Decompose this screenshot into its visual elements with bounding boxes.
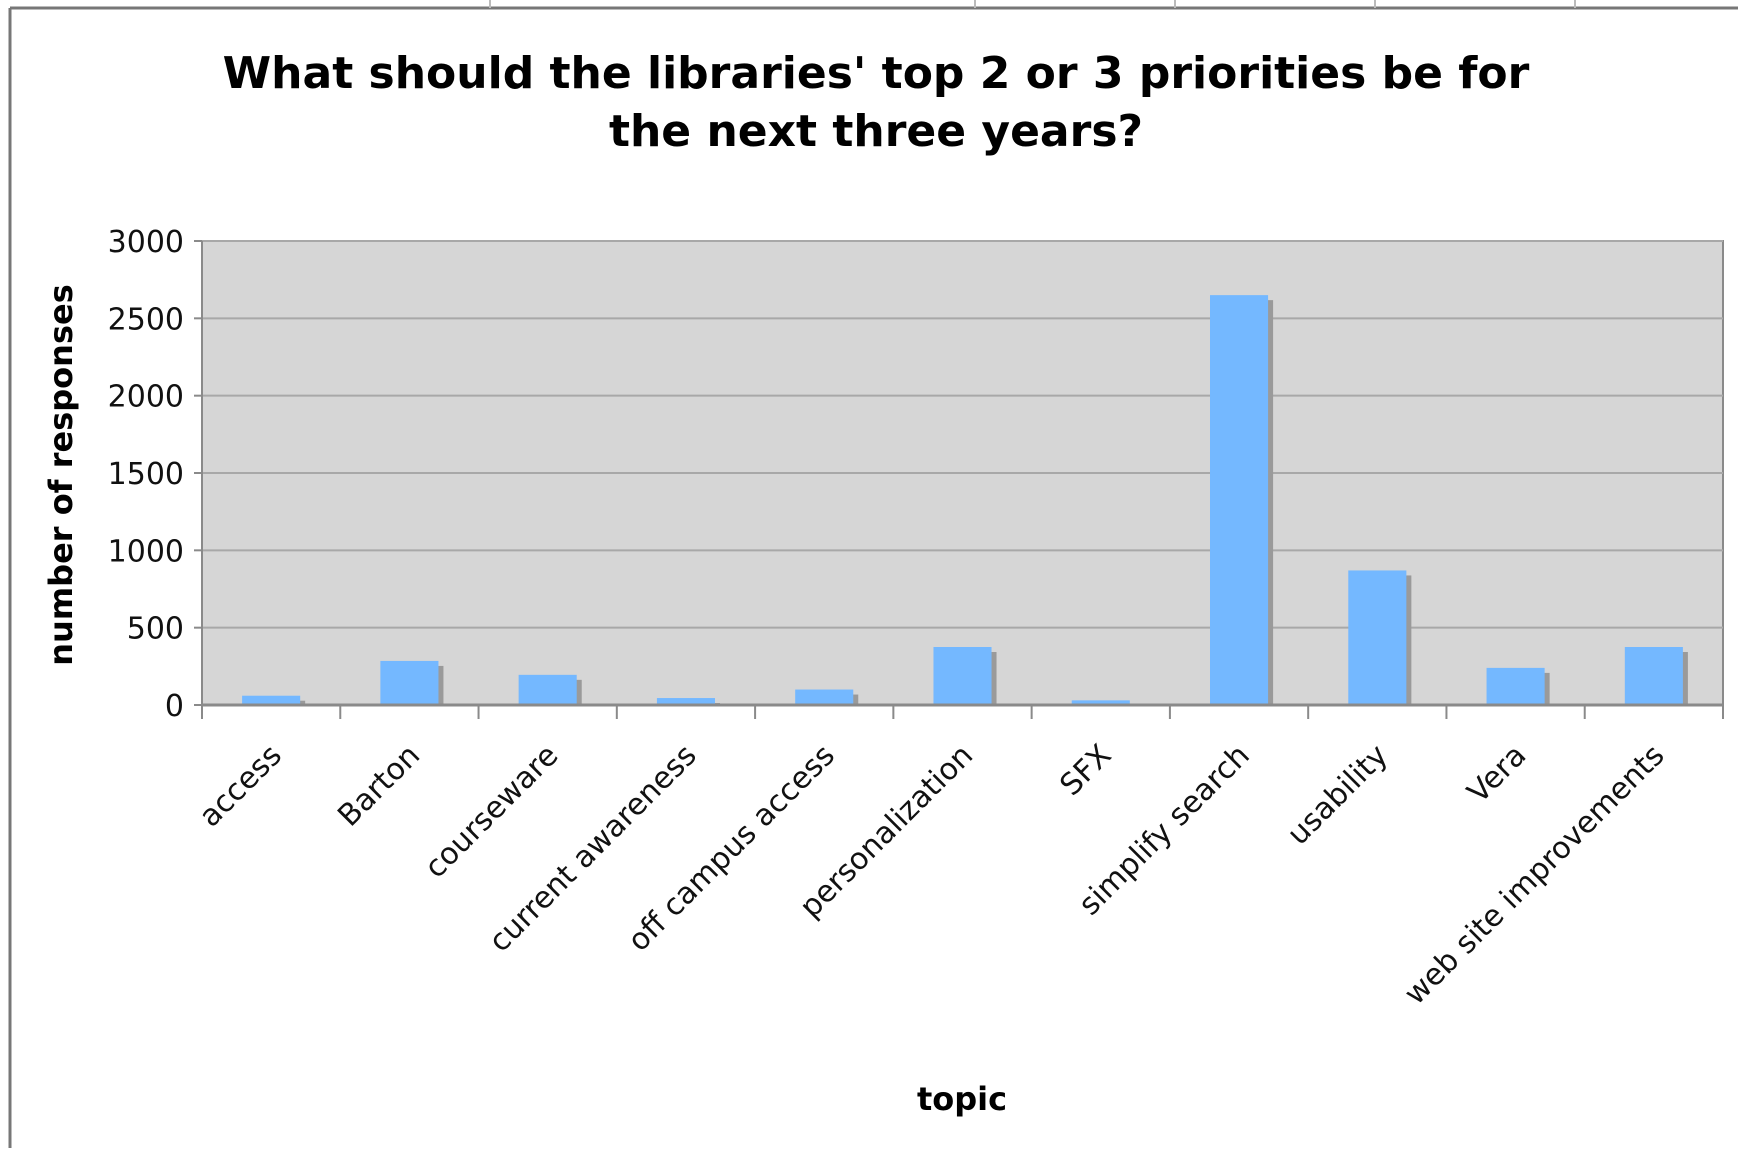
bar xyxy=(933,647,992,705)
x-category-label: courseware xyxy=(418,738,565,885)
y-tick-label: 1000 xyxy=(108,534,184,569)
bar xyxy=(795,689,854,705)
bar xyxy=(1210,295,1269,705)
y-axis-title: number of responses xyxy=(42,284,80,665)
x-category-label: SFX xyxy=(1053,738,1118,803)
bar xyxy=(656,698,715,705)
x-category-label: usability xyxy=(1281,738,1395,852)
y-tick-label: 2500 xyxy=(108,302,184,337)
bar xyxy=(1486,667,1545,705)
y-tick-label: 3000 xyxy=(108,225,184,260)
gridlines xyxy=(194,240,1723,706)
x-category-label: access xyxy=(193,738,289,834)
bar xyxy=(1071,700,1130,705)
x-axis-title: topic xyxy=(917,1080,1007,1118)
y-tick-labels: 0 500 1000 1500 2000 2500 3000 xyxy=(108,225,184,724)
chart-title-line-2: the next three years? xyxy=(609,106,1143,157)
x-category-label: Barton xyxy=(331,738,427,834)
y-tick-label: 1500 xyxy=(108,457,184,492)
bar xyxy=(242,695,301,705)
sheet-border xyxy=(8,0,1738,1148)
x-category-label: Vera xyxy=(1461,738,1533,810)
chart-title-line-1: What should the libraries' top 2 or 3 pr… xyxy=(223,48,1530,99)
bar xyxy=(1348,570,1407,705)
bar xyxy=(380,660,439,705)
bar xyxy=(518,674,577,705)
y-tick-label: 2000 xyxy=(108,380,184,415)
axes xyxy=(201,241,1724,719)
bars xyxy=(242,295,1688,705)
y-tick-label: 0 xyxy=(165,689,184,724)
y-tick-label: 500 xyxy=(127,612,184,647)
bar xyxy=(1624,647,1683,705)
x-category-label: web site improvements xyxy=(1398,738,1672,1012)
